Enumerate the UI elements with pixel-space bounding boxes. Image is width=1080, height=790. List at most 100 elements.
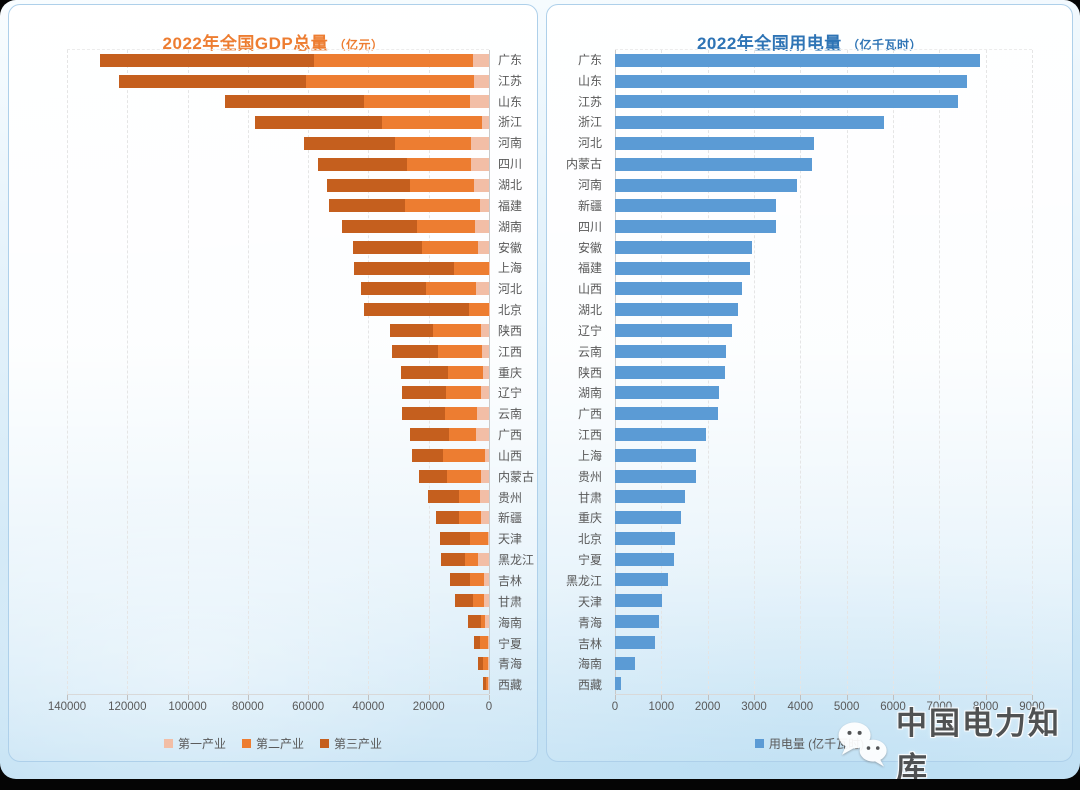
- power-chart-panel: 2022年全国用电量 （亿千瓦时） 广东 山东 江苏 浙江 河北 内蒙古 河南 新疆 四川 安徽福…: [546, 4, 1073, 762]
- bar: [615, 261, 750, 275]
- gridline: [846, 50, 848, 694]
- bar-row: [67, 362, 489, 383]
- bar-row: [67, 486, 489, 507]
- legend-swatch: [163, 739, 173, 748]
- bar-segment: [469, 531, 489, 545]
- category-label: 福建: [498, 198, 523, 213]
- stacked-bar: [67, 490, 489, 504]
- bar-segment: [472, 594, 485, 608]
- bar-segment: [328, 199, 406, 213]
- bar-segment: [473, 178, 489, 192]
- category-label: 广西: [498, 428, 523, 443]
- bar-segment: [447, 365, 483, 379]
- bar-row: [615, 570, 1032, 591]
- bar-segment: [364, 95, 471, 109]
- category-label: 辽宁: [577, 323, 602, 338]
- category-label: 宁夏: [577, 553, 602, 568]
- bar-row: [67, 71, 489, 92]
- bar-segment: [409, 427, 450, 441]
- category-label: 贵州: [577, 469, 602, 484]
- bar-row: [67, 237, 489, 258]
- gridline: [187, 50, 189, 694]
- bar-row: [615, 71, 1032, 92]
- bar-segment: [390, 324, 434, 338]
- tick-mark: [707, 695, 709, 700]
- bar-segment: [422, 240, 479, 254]
- bar-segment: [487, 656, 489, 670]
- bar-row: [67, 528, 489, 549]
- bar: [615, 594, 662, 608]
- category-label: 江苏: [577, 94, 602, 109]
- bar-row: [67, 445, 489, 466]
- bar-row: [67, 590, 489, 611]
- stacked-bar: [67, 511, 489, 525]
- bar-segment: [478, 656, 484, 670]
- watermark-text: 中国电力知库: [896, 706, 1061, 779]
- bar-row: [67, 507, 489, 528]
- gridline: [247, 50, 249, 694]
- bar-segment: [468, 614, 481, 628]
- bar: [615, 95, 958, 109]
- bar-row: [615, 175, 1032, 196]
- bar-segment: [411, 448, 444, 462]
- gdp-category-labels: 广东 江苏 山东 浙江 河南 四川 湖北 福建 湖南 安徽 上海 河北 北京 陕西 江西 重庆 辽宁 云南 广西 山西…: [491, 49, 535, 695]
- bar-segment: [471, 157, 489, 171]
- gdp-chart-title: 2022年全国GDP总量 （亿元）: [9, 29, 537, 54]
- bar-row: [615, 486, 1032, 507]
- bar-row: [615, 549, 1032, 570]
- legend-swatch: [320, 739, 329, 748]
- bar-row: [67, 112, 489, 133]
- legend-swatch: [754, 739, 764, 748]
- bar-segment: [392, 344, 439, 358]
- bar-row: [615, 216, 1032, 237]
- bar-row: [67, 383, 489, 404]
- bar-segment: [484, 448, 489, 462]
- stacked-bar: [67, 469, 489, 483]
- category-label: 河南: [498, 136, 523, 151]
- category-label: 山东: [498, 94, 523, 109]
- category-label: 海南: [498, 615, 523, 630]
- bar-segment: [118, 74, 306, 88]
- bar-segment: [481, 386, 489, 400]
- stacked-bar: [67, 531, 489, 545]
- category-label: 西藏: [498, 678, 523, 693]
- bar-segment: [480, 490, 489, 504]
- tick-mark: [615, 695, 616, 700]
- bar-segment: [438, 344, 482, 358]
- bar: [615, 178, 797, 192]
- bar-segment: [419, 469, 447, 483]
- gdp-title-unit: （亿元）: [333, 38, 384, 53]
- bar-row: [67, 279, 489, 300]
- stacked-bar: [67, 573, 489, 587]
- category-label: 广东: [577, 52, 602, 67]
- bar-row: [615, 653, 1032, 674]
- category-label: 湖南: [577, 386, 602, 401]
- category-label: 陕西: [577, 365, 602, 380]
- bar-row: [67, 258, 489, 279]
- tick-mark: [939, 695, 941, 700]
- bar-segment: [482, 365, 489, 379]
- bar-row: [615, 611, 1032, 632]
- bar-row: [615, 279, 1032, 300]
- bar: [615, 573, 669, 587]
- power-chart-title: 2022年全国用电量 （亿千瓦时）: [547, 29, 1072, 54]
- bar-segment: [381, 116, 482, 130]
- tick-mark: [985, 695, 987, 700]
- stacked-bar: [67, 365, 489, 379]
- bar-segment: [428, 490, 459, 504]
- bar-row: [67, 50, 489, 71]
- gridline: [939, 50, 941, 694]
- bar-row: [615, 341, 1032, 362]
- bar: [615, 407, 718, 421]
- bar-segment: [483, 573, 489, 587]
- bar-row: [615, 320, 1032, 341]
- bar-row: [615, 92, 1032, 113]
- bar-segment: [401, 386, 446, 400]
- watermark: 中国电力知库: [836, 698, 1080, 779]
- bar-segment: [481, 469, 489, 483]
- bar-row: [615, 673, 1032, 694]
- bar-segment: [476, 427, 489, 441]
- bar-row: [615, 403, 1032, 424]
- axis-zero-line: [489, 50, 490, 694]
